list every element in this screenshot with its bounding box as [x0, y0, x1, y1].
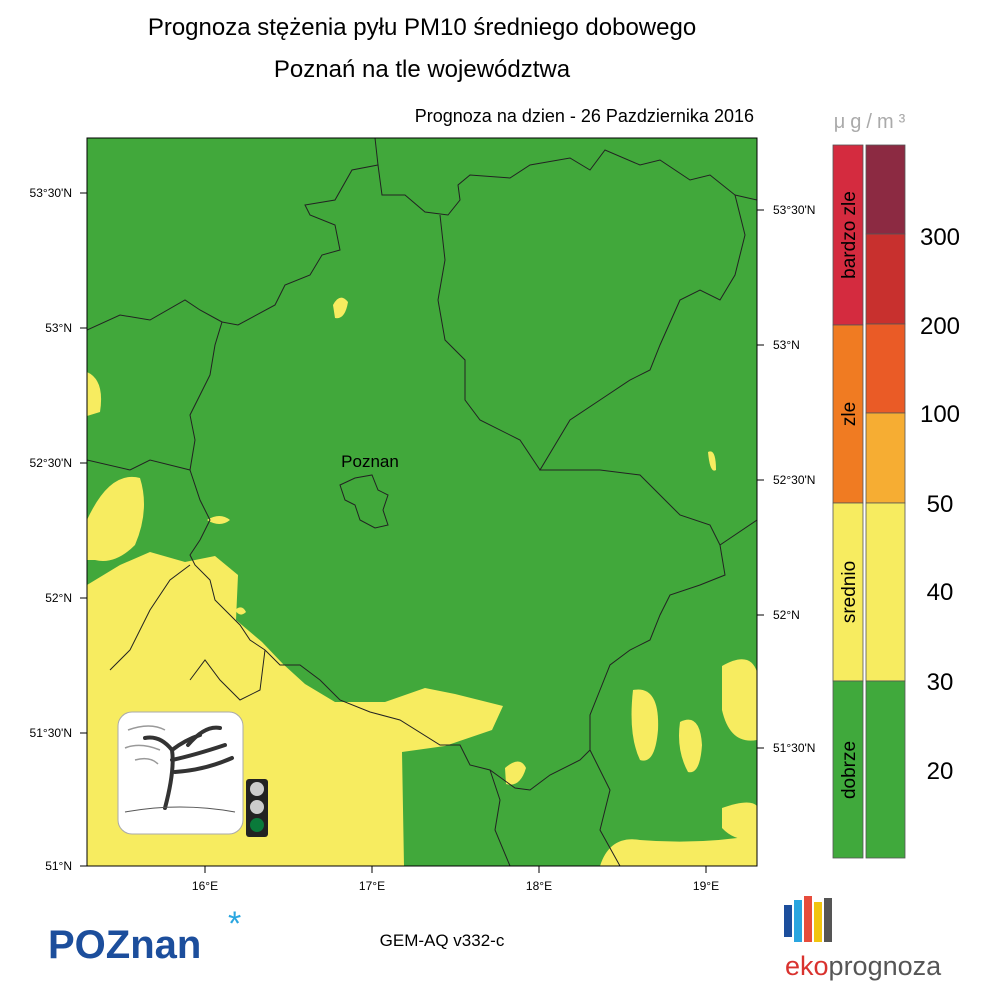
- lat-label-right: 52°N: [773, 608, 800, 622]
- lat-label-right: 53°N: [773, 338, 800, 352]
- legend-swatch: [865, 412, 906, 504]
- lat-label-left: 51°N: [45, 859, 72, 873]
- lon-label: 16°E: [192, 879, 218, 893]
- map: Poznan 53°30'N 53°N 52°30'N 52°N 51°30'N 51°N…: [30, 137, 816, 893]
- forecast-date: Prognoza na dzien - 26 Pazdziernika 2016: [415, 106, 754, 126]
- traffic-light: [246, 779, 268, 837]
- legend-category: zle: [839, 402, 860, 426]
- legend-threshold: 30: [927, 669, 954, 696]
- legend-swatch: [865, 144, 906, 235]
- lon-label: 19°E: [693, 879, 719, 893]
- title-line2: Poznań na tle województwa: [274, 56, 571, 83]
- lon-label: 17°E: [359, 879, 385, 893]
- lat-label-right: 52°30'N: [773, 473, 815, 487]
- legend-threshold: 300: [920, 224, 960, 251]
- legend-unit: μg/m³: [834, 111, 911, 133]
- model-label: GEM-AQ v332-c: [380, 931, 505, 950]
- lat-label-left: 53°N: [45, 321, 72, 335]
- legend-category: dobrze: [839, 741, 860, 799]
- lat-label-left: 51°30'N: [30, 726, 72, 740]
- legend-swatch: [865, 502, 906, 682]
- legend-threshold: 50: [927, 491, 954, 518]
- map-frame: [86, 137, 758, 867]
- wind-icon: [117, 711, 244, 835]
- lat-label-left: 52°30'N: [30, 456, 72, 470]
- legend-swatch: [865, 680, 906, 859]
- city-label: Poznan: [341, 452, 399, 471]
- legend: μg/m³ bardzo zle zle srednio dobrze 300 200 10…: [832, 111, 960, 859]
- lat-label-left: 53°30'N: [30, 186, 72, 200]
- borders: [87, 138, 757, 866]
- legend-threshold: 100: [920, 401, 960, 428]
- city-logo: POZnan: [48, 923, 201, 967]
- map-ticks: 53°30'N 53°N 52°30'N 52°N 51°30'N 51°N 53°30'N…: [30, 186, 816, 893]
- legend-category: bardzo zle: [839, 191, 860, 279]
- lat-label-right: 51°30'N: [773, 741, 815, 755]
- legend-swatch: [832, 680, 864, 859]
- lon-label: 18°E: [526, 879, 552, 893]
- brand: ekoprognoza: [785, 951, 942, 981]
- legend-threshold: 40: [927, 579, 954, 606]
- legend-labels: bardzo zle zle srednio dobrze 300 200 100 50 40 3…: [839, 191, 960, 799]
- legend-threshold: 20: [927, 758, 954, 785]
- legend-swatch: [832, 144, 864, 326]
- title-line1: Prognoza stężenia pyłu PM10 średniego do…: [148, 14, 696, 41]
- brand-prognoza: prognoza: [829, 951, 943, 981]
- legend-swatch: [865, 233, 906, 325]
- lat-label-right: 53°30'N: [773, 203, 815, 217]
- legend-category: srednio: [839, 561, 860, 623]
- logo-star: *: [228, 905, 241, 943]
- legend-threshold: 200: [920, 313, 960, 340]
- lat-label-left: 52°N: [45, 591, 72, 605]
- legend-swatch: [832, 324, 864, 504]
- footer: POZnan * GEM-AQ v332-c ekoprognoza: [48, 896, 942, 981]
- legend-swatch: [865, 323, 906, 414]
- eko-logo-bars: [784, 896, 832, 942]
- brand-eko: eko: [785, 951, 829, 981]
